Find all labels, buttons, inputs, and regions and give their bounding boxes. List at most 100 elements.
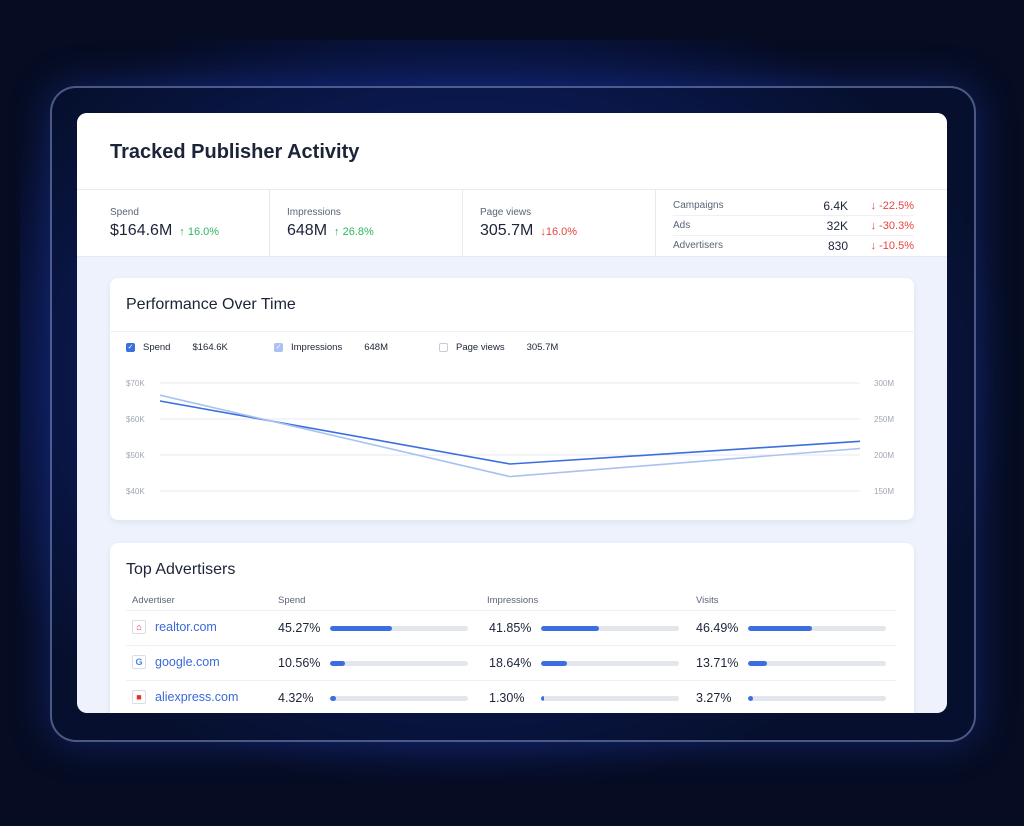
- spend-bar-fill: [330, 695, 336, 701]
- checkbox-checked-icon[interactable]: ✓: [126, 343, 135, 352]
- arrow-down-icon: ↓: [870, 219, 877, 232]
- legend-value: $164.6K: [192, 342, 228, 353]
- spend-bar: [330, 660, 468, 666]
- column-header-visits: Visits: [696, 595, 719, 606]
- spend-cell: 4.32%: [278, 691, 468, 705]
- legend-page-views-toggle[interactable]: Page views 305.7M: [439, 342, 558, 353]
- y-left-tick-label: $70K: [126, 379, 145, 388]
- advertiser-link[interactable]: realtor.com: [155, 620, 217, 634]
- stat-value: 305.7M: [480, 222, 534, 239]
- stat-spend: Spend $164.6M ↑ 16.0%: [77, 190, 270, 256]
- y-left-tick-label: $40K: [126, 487, 145, 496]
- stat-delta: ↑ 26.8%: [334, 226, 374, 238]
- impressions-bar: [541, 625, 679, 631]
- impressions-cell: 1.30%: [489, 691, 679, 705]
- arrow-up-icon: ↑: [334, 226, 340, 238]
- spend-cell: 10.56%: [278, 656, 468, 670]
- stat-value: $164.6M: [110, 222, 173, 239]
- visits-cell: 46.49%: [696, 621, 886, 635]
- stat-value: 648M: [287, 222, 328, 239]
- column-header-impressions: Impressions: [487, 595, 539, 606]
- stat-label: Page views: [480, 207, 532, 218]
- legend-label: Impressions: [291, 342, 343, 353]
- y-right-tick-label: 300M: [874, 379, 894, 388]
- advertiser-link[interactable]: google.com: [155, 655, 220, 669]
- legend-value: 648M: [364, 342, 388, 353]
- checkbox-checked-icon[interactable]: ✓: [274, 343, 283, 352]
- stat-list: Campaigns 6.4K ↓ -22.5% Ads 32K ↓ -30.3%…: [656, 190, 947, 256]
- stat-label: Impressions: [287, 207, 341, 218]
- y-right-tick-label: 150M: [874, 487, 894, 496]
- arrow-down-icon: ↓: [870, 199, 877, 212]
- stat-delta: ↓16.0%: [540, 226, 578, 238]
- series-line-impressions: [159, 394, 861, 478]
- visits-percent: 46.49%: [696, 621, 739, 635]
- visits-bar-fill: [748, 660, 767, 666]
- table-row[interactable]: ■ aliexpress.com 4.32% 1.30% 3.27%: [126, 680, 896, 713]
- performance-title: Performance Over Time: [126, 296, 296, 313]
- stat-list-delta: ↓ -30.3%: [870, 219, 914, 232]
- legend-spend-toggle[interactable]: ✓ Spend $164.6K: [126, 342, 228, 353]
- visits-cell: 3.27%: [696, 691, 886, 705]
- impressions-bar-fill: [541, 625, 599, 631]
- visits-bar: [748, 660, 886, 666]
- checkbox-unchecked-icon[interactable]: [439, 343, 448, 352]
- top-advertisers-card: Top Advertisers Advertiser Spend Impress…: [110, 543, 914, 713]
- impressions-percent: 18.64%: [489, 656, 532, 670]
- visits-bar-fill: [748, 695, 753, 701]
- stat-list-label: Advertisers: [673, 240, 724, 251]
- spend-bar-fill: [330, 660, 345, 666]
- legend-impressions-toggle[interactable]: ✓ Impressions 648M: [274, 342, 388, 353]
- stat-list-value: 6.4K: [823, 198, 848, 213]
- legend-value: 305.7M: [526, 342, 559, 353]
- top-advertisers-title: Top Advertisers: [126, 561, 236, 578]
- visits-bar: [748, 625, 886, 631]
- panel-header: Tracked Publisher Activity: [77, 113, 947, 190]
- y-right-tick-label: 200M: [874, 451, 894, 460]
- stats-bar: Spend $164.6M ↑ 16.0% Impressions 648M ↑…: [77, 190, 947, 257]
- visits-bar-fill: [748, 625, 813, 631]
- stat-list-row: Campaigns 6.4K ↓ -22.5%: [673, 196, 914, 216]
- spend-bar: [330, 625, 468, 631]
- impressions-cell: 41.85%: [489, 621, 679, 635]
- stat-page-views: Page views 305.7M ↓16.0%: [463, 190, 656, 256]
- stat-list-delta: ↓ -22.5%: [870, 199, 914, 212]
- advertiser-link[interactable]: aliexpress.com: [155, 690, 239, 704]
- spend-bar: [330, 695, 468, 701]
- impressions-percent: 41.85%: [489, 621, 532, 635]
- visits-percent: 3.27%: [696, 691, 732, 705]
- legend-label: Spend: [143, 342, 171, 353]
- realtor-icon: ⌂: [132, 620, 146, 634]
- visits-cell: 13.71%: [696, 656, 886, 670]
- aliexpress-icon: ■: [132, 690, 146, 704]
- impressions-percent: 1.30%: [489, 691, 525, 705]
- stat-delta: ↑ 16.0%: [179, 226, 220, 238]
- impressions-bar: [541, 695, 679, 701]
- impressions-cell: 18.64%: [489, 656, 679, 670]
- spend-percent: 10.56%: [278, 656, 321, 670]
- advertiser-cell[interactable]: ■ aliexpress.com: [132, 690, 238, 704]
- spend-cell: 45.27%: [278, 621, 468, 635]
- performance-chart: $70K 300M $60K 250M $50K 200M $40K 150M: [126, 379, 894, 496]
- stat-impressions: Impressions 648M ↑ 26.8%: [270, 190, 463, 256]
- chart-legend: ✓ Spend $164.6K ✓ Impressions 648M Page …: [110, 331, 914, 362]
- stat-list-row: Ads 32K ↓ -30.3%: [673, 216, 914, 236]
- google-icon: G: [132, 655, 146, 669]
- arrow-down-icon: ↓: [540, 226, 546, 238]
- arrow-up-icon: ↑: [179, 226, 185, 238]
- visits-bar: [748, 695, 886, 701]
- y-right-tick-label: 250M: [874, 415, 894, 424]
- advertiser-cell[interactable]: ⌂ realtor.com: [132, 620, 217, 634]
- y-left-tick-label: $60K: [126, 415, 145, 424]
- page-title: Tracked Publisher Activity: [110, 141, 360, 163]
- arrow-down-icon: ↓: [870, 239, 877, 252]
- stat-list-value: 32K: [826, 218, 848, 233]
- stat-list-label: Campaigns: [673, 200, 724, 211]
- spend-bar-fill: [330, 625, 393, 631]
- impressions-bar-fill: [541, 660, 567, 666]
- spend-percent: 4.32%: [278, 691, 314, 705]
- table-row[interactable]: ⌂ realtor.com 45.27% 41.85% 46.49%: [126, 610, 896, 645]
